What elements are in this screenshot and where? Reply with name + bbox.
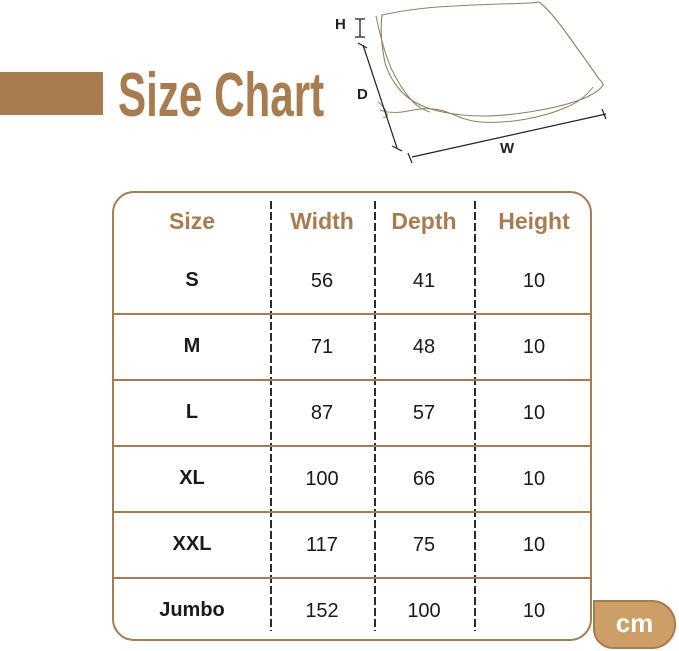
svg-text:D: D — [357, 86, 368, 103]
svg-text:W: W — [500, 140, 515, 157]
svg-text:H: H — [335, 16, 346, 33]
